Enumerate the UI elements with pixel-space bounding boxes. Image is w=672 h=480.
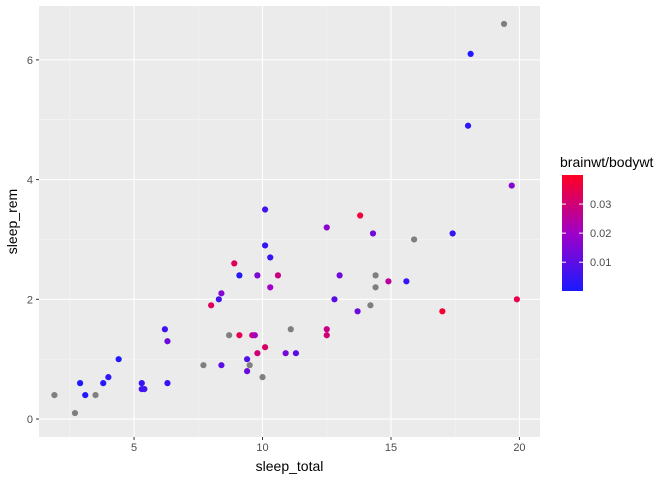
data-point: [254, 350, 261, 357]
data-point: [164, 338, 171, 345]
data-point: [411, 236, 418, 243]
data-point: [164, 380, 171, 387]
data-point: [105, 374, 112, 381]
data-point: [357, 212, 364, 219]
data-point: [354, 308, 361, 315]
legend-title: brainwt/bodywt: [560, 154, 653, 170]
data-point: [331, 296, 338, 303]
data-point: [369, 230, 377, 237]
data-point: [403, 278, 410, 285]
data-point: [244, 368, 251, 375]
y-axis-title: sleep_rem: [4, 189, 20, 254]
data-point: [254, 272, 261, 279]
data-point: [51, 391, 58, 399]
y-tick-label: 2: [27, 294, 33, 306]
data-point: [508, 182, 515, 189]
data-point: [200, 362, 207, 369]
data-point: [282, 350, 289, 357]
x-tick-label: 5: [131, 442, 137, 454]
x-axis-ticks: 5 10 15 20: [131, 437, 526, 454]
data-point: [208, 302, 215, 309]
data-point: [218, 362, 225, 369]
x-tick-label: 10: [256, 442, 268, 454]
y-axis-ticks: 0 2 4 6: [27, 55, 39, 426]
data-point: [500, 20, 508, 28]
y-tick-label: 6: [27, 55, 33, 67]
data-point: [215, 296, 222, 303]
data-point: [226, 332, 233, 339]
data-point: [323, 326, 330, 333]
data-point: [274, 272, 282, 279]
data-point: [71, 409, 79, 417]
data-point: [439, 308, 446, 315]
data-point: [77, 380, 84, 387]
data-point: [236, 332, 243, 339]
legend-tick-label: 0.02: [590, 228, 611, 240]
data-point: [92, 391, 99, 399]
data-point: [246, 362, 253, 369]
data-point: [336, 272, 343, 279]
data-point: [287, 326, 294, 333]
legend-tick-label: 0.03: [590, 199, 611, 211]
data-point: [261, 242, 269, 249]
data-point: [292, 350, 300, 357]
data-point: [464, 122, 472, 129]
minor-gridlines: [39, 6, 540, 437]
x-tick-label: 15: [385, 442, 397, 454]
data-point: [261, 344, 269, 351]
data-points: [51, 20, 520, 417]
data-point: [82, 391, 89, 399]
data-point: [367, 302, 374, 309]
data-point: [100, 380, 107, 387]
x-axis-title: sleep_total: [256, 458, 324, 474]
y-tick-label: 0: [27, 414, 33, 426]
data-point: [467, 50, 474, 57]
data-point: [251, 332, 258, 339]
data-point: [161, 326, 168, 333]
legend-ticks: 0.01 0.02 0.03: [562, 199, 611, 269]
data-point: [141, 386, 148, 393]
data-point: [323, 332, 330, 339]
x-tick-label: 20: [513, 442, 525, 454]
major-gridlines: [39, 6, 540, 437]
legend-tick-label: 0.01: [590, 257, 611, 269]
data-point: [323, 224, 330, 231]
y-tick-label: 4: [27, 175, 33, 187]
data-point: [267, 254, 274, 261]
plot-panel: [39, 6, 540, 437]
data-point: [231, 260, 238, 267]
data-point: [115, 356, 122, 363]
data-point: [372, 272, 379, 279]
data-point: [259, 374, 266, 381]
data-point: [372, 284, 379, 291]
data-point: [138, 380, 145, 387]
data-point: [513, 296, 520, 303]
data-point: [449, 230, 456, 237]
data-point: [218, 290, 225, 297]
color-legend: brainwt/bodywt 0.01 0.02 0.03: [560, 154, 653, 291]
data-point: [244, 356, 251, 363]
data-point: [261, 206, 269, 213]
data-point: [267, 284, 274, 291]
data-point: [385, 278, 392, 285]
legend-colorbar: [562, 175, 583, 291]
data-point: [236, 272, 243, 279]
